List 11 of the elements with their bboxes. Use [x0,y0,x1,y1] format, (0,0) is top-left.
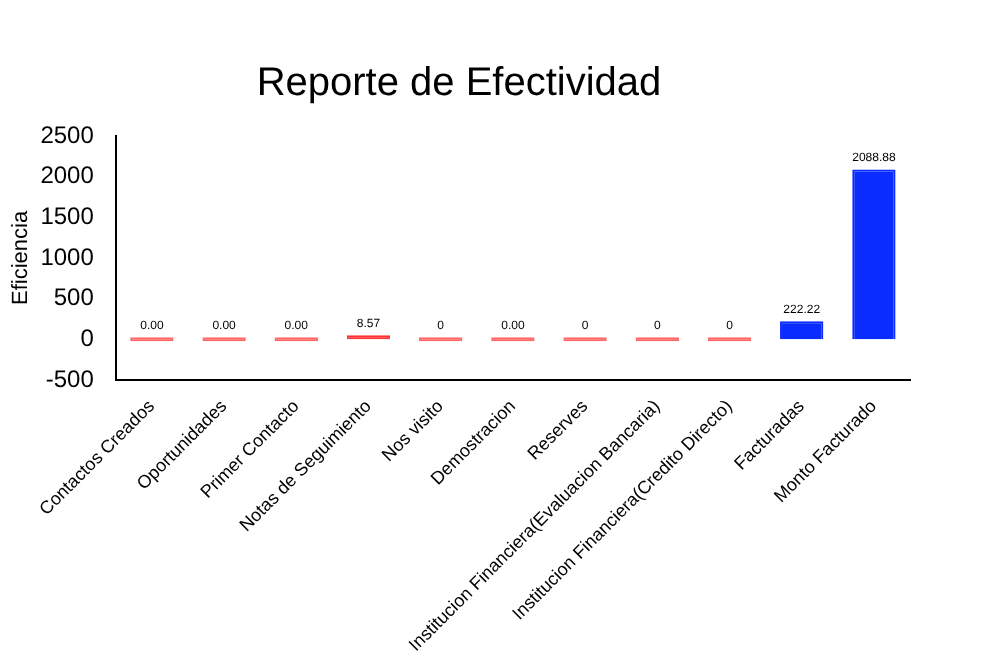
y-tick-label: -500 [45,364,95,393]
y-axis-title: Eficiencia [9,209,34,306]
bar [780,321,824,340]
y-tick-label: 1500 [40,201,95,230]
y-tick-label: 2000 [40,161,95,190]
y-tick-label: 2500 [40,120,95,149]
y-tick-label: 1000 [40,242,95,271]
y-tick-label: 500 [53,283,95,312]
bar [852,169,896,340]
y-tick-label: 0 [80,323,95,352]
chart-title: Reporte de Efectividad [256,61,662,106]
